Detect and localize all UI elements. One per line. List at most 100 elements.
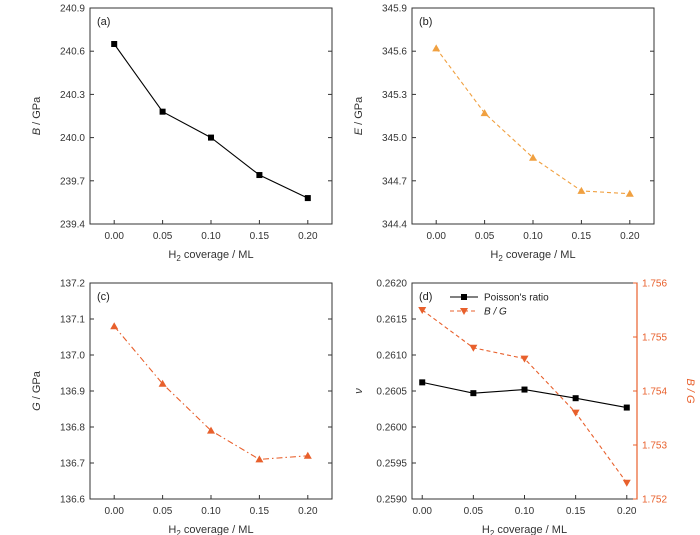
y-tick-label: 240.9 [60, 4, 85, 15]
legend-marker [460, 308, 468, 315]
data-point [158, 379, 167, 387]
y-tick-label: 136.7 [60, 459, 85, 470]
x-axis-label: H2 coverage / ML [490, 249, 575, 263]
x-tick-label: 0.15 [250, 231, 270, 242]
panel-label: (d) [419, 291, 432, 303]
x-tick-label: 0.10 [201, 231, 221, 242]
x-tick-label: 0.00 [426, 231, 446, 242]
x-tick-label: 0.20 [298, 506, 318, 517]
data-point [110, 322, 119, 330]
y-tick-label: 239.7 [60, 176, 85, 187]
x-tick-label: 0.00 [104, 506, 124, 517]
y-tick-label: 240.3 [60, 90, 85, 101]
data-point [111, 41, 118, 47]
y-axis-label: G / GPa [31, 370, 43, 411]
y-tick-label: 136.8 [60, 423, 85, 434]
data-point [419, 379, 426, 386]
y-tick-label: 136.9 [60, 387, 85, 398]
x-tick-label: 0.05 [153, 231, 173, 242]
data-point [623, 404, 630, 411]
y-right-tick-label: 1.756 [642, 279, 667, 290]
data-point [303, 451, 312, 459]
y-axis-label: ν [353, 388, 365, 394]
data-point [521, 386, 528, 393]
data-point [625, 189, 634, 197]
legend-label: Poisson's ratio [484, 293, 549, 304]
series-line-1 [422, 381, 627, 409]
plot-frame [411, 7, 655, 225]
y-tick-label: 345.0 [382, 133, 407, 144]
y-tick-label: 0.2590 [376, 495, 407, 506]
x-tick-label: 0.10 [201, 506, 221, 517]
data-point [577, 186, 586, 194]
data-point [256, 172, 263, 179]
chart-panel-1: 0.00 0.05 0.10 0.15 0.20 239.4 239.7 240.0 240.3… [31, 4, 333, 263]
x-tick-label: 0.05 [153, 506, 173, 517]
x-tick-label: 0.10 [523, 231, 543, 242]
x-tick-label: 0.20 [298, 231, 318, 242]
data-point [255, 455, 264, 463]
x-axis-label: H2 coverage / ML [168, 249, 253, 263]
x-tick-label: 0.00 [412, 506, 432, 517]
data-point [520, 355, 529, 363]
data-point [159, 108, 166, 115]
data-point [418, 307, 427, 314]
legend-label: B / G [484, 307, 507, 318]
data-point [469, 344, 478, 352]
y-right-tick-label: 1.754 [642, 387, 667, 398]
series-line-1 [113, 325, 308, 460]
y-tick-label: 345.6 [382, 47, 407, 58]
x-tick-label: 0.15 [250, 506, 270, 517]
data-point [622, 479, 631, 487]
y-right-axis-label: B / G [684, 378, 696, 404]
y-tick-label: 345.9 [382, 4, 407, 15]
data-point [304, 195, 311, 202]
series-line-1 [435, 47, 630, 195]
data-point [208, 134, 214, 141]
panel-label: (a) [97, 16, 110, 28]
y-tick-label: 136.6 [60, 495, 85, 506]
y-right-tick-label: 1.753 [642, 441, 667, 452]
y-tick-label: 240.6 [60, 47, 85, 58]
x-axis-label: H2 coverage / ML [482, 524, 567, 535]
panel-label: (b) [419, 16, 432, 28]
chart-panel-3: 0.00 0.05 0.10 0.15 0.20 136.6 136.7 136.8 136.9… [31, 279, 333, 535]
x-tick-label: 0.20 [620, 231, 640, 242]
x-axis-label: H2 coverage / ML [168, 524, 253, 535]
x-tick-label: 0.15 [572, 231, 592, 242]
y-right-tick-label: 1.752 [642, 495, 667, 506]
y-tick-label: 137.1 [60, 315, 85, 326]
y-axis-label: B / GPa [31, 96, 43, 135]
data-point [572, 395, 579, 402]
y-tick-label: 240.0 [60, 133, 85, 144]
x-tick-label: 0.20 [617, 506, 637, 517]
x-tick-label: 0.15 [566, 506, 586, 517]
legend: Poisson's ratio B / G [450, 293, 549, 318]
x-tick-label: 0.05 [464, 506, 484, 517]
data-point [432, 44, 441, 52]
plot-frame [89, 7, 333, 225]
y-tick-label: 344.4 [382, 220, 407, 231]
y-tick-label: 0.2600 [376, 423, 407, 434]
series-line-1 [113, 43, 309, 199]
y-tick-label: 239.4 [60, 220, 85, 231]
y-tick-label: 345.3 [382, 90, 407, 101]
x-tick-label: 0.10 [515, 506, 535, 517]
panel-label: (c) [97, 291, 110, 303]
y-tick-label: 0.2605 [376, 387, 407, 398]
x-tick-label: 0.05 [475, 231, 495, 242]
y-tick-label: 0.2615 [376, 315, 407, 326]
chart-panel-4: 0.00 0.05 0.10 0.15 0.20 0.2590 0.2595 0.2600 0.… [353, 279, 696, 535]
y-tick-label: 344.7 [382, 176, 407, 187]
series-line-2 [421, 309, 628, 484]
y-axis-label: E / GPa [353, 96, 365, 135]
data-point [207, 426, 215, 434]
chart-panel-2: 0.00 0.05 0.10 0.15 0.20 344.4 344.7 345.0 345.3… [353, 4, 655, 263]
x-tick-label: 0.00 [104, 231, 124, 242]
legend-marker [461, 294, 467, 300]
y-right-tick-label: 1.755 [642, 333, 667, 344]
data-point [470, 390, 477, 397]
y-tick-label: 137.0 [60, 351, 85, 362]
plot-frame [89, 282, 333, 500]
